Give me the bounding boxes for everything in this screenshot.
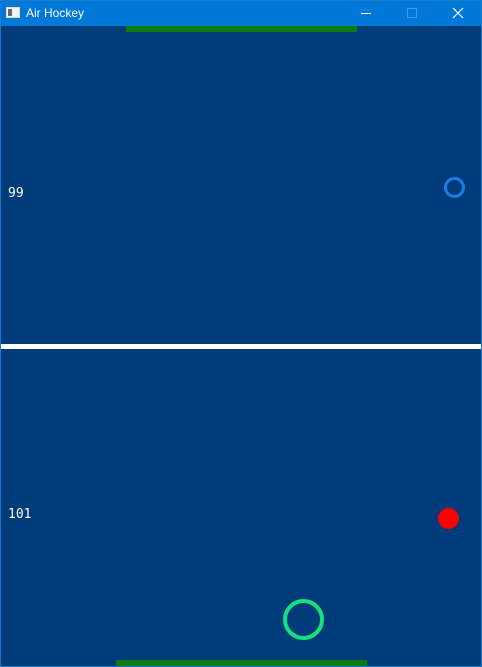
minimize-icon [361,13,371,14]
window-title: Air Hockey [26,6,85,20]
puck[interactable] [438,508,459,529]
hockey-table[interactable]: 99 101 [1,26,481,666]
bottom-player-score: 101 [8,507,32,522]
bottom-mallet[interactable] [283,599,324,640]
bottom-goal [116,660,367,666]
top-player-score: 99 [8,186,24,201]
title-bar[interactable]: Air Hockey [1,1,481,26]
application-window-icon[interactable] [6,7,20,18]
application-window-icon-pane [8,9,12,16]
maximize-button[interactable] [389,1,435,26]
close-icon [452,7,464,19]
close-button[interactable] [435,1,481,26]
top-goal [126,26,357,32]
top-mallet[interactable] [444,177,465,198]
center-line [1,344,481,349]
maximize-icon [407,8,417,18]
minimize-button[interactable] [343,1,389,26]
